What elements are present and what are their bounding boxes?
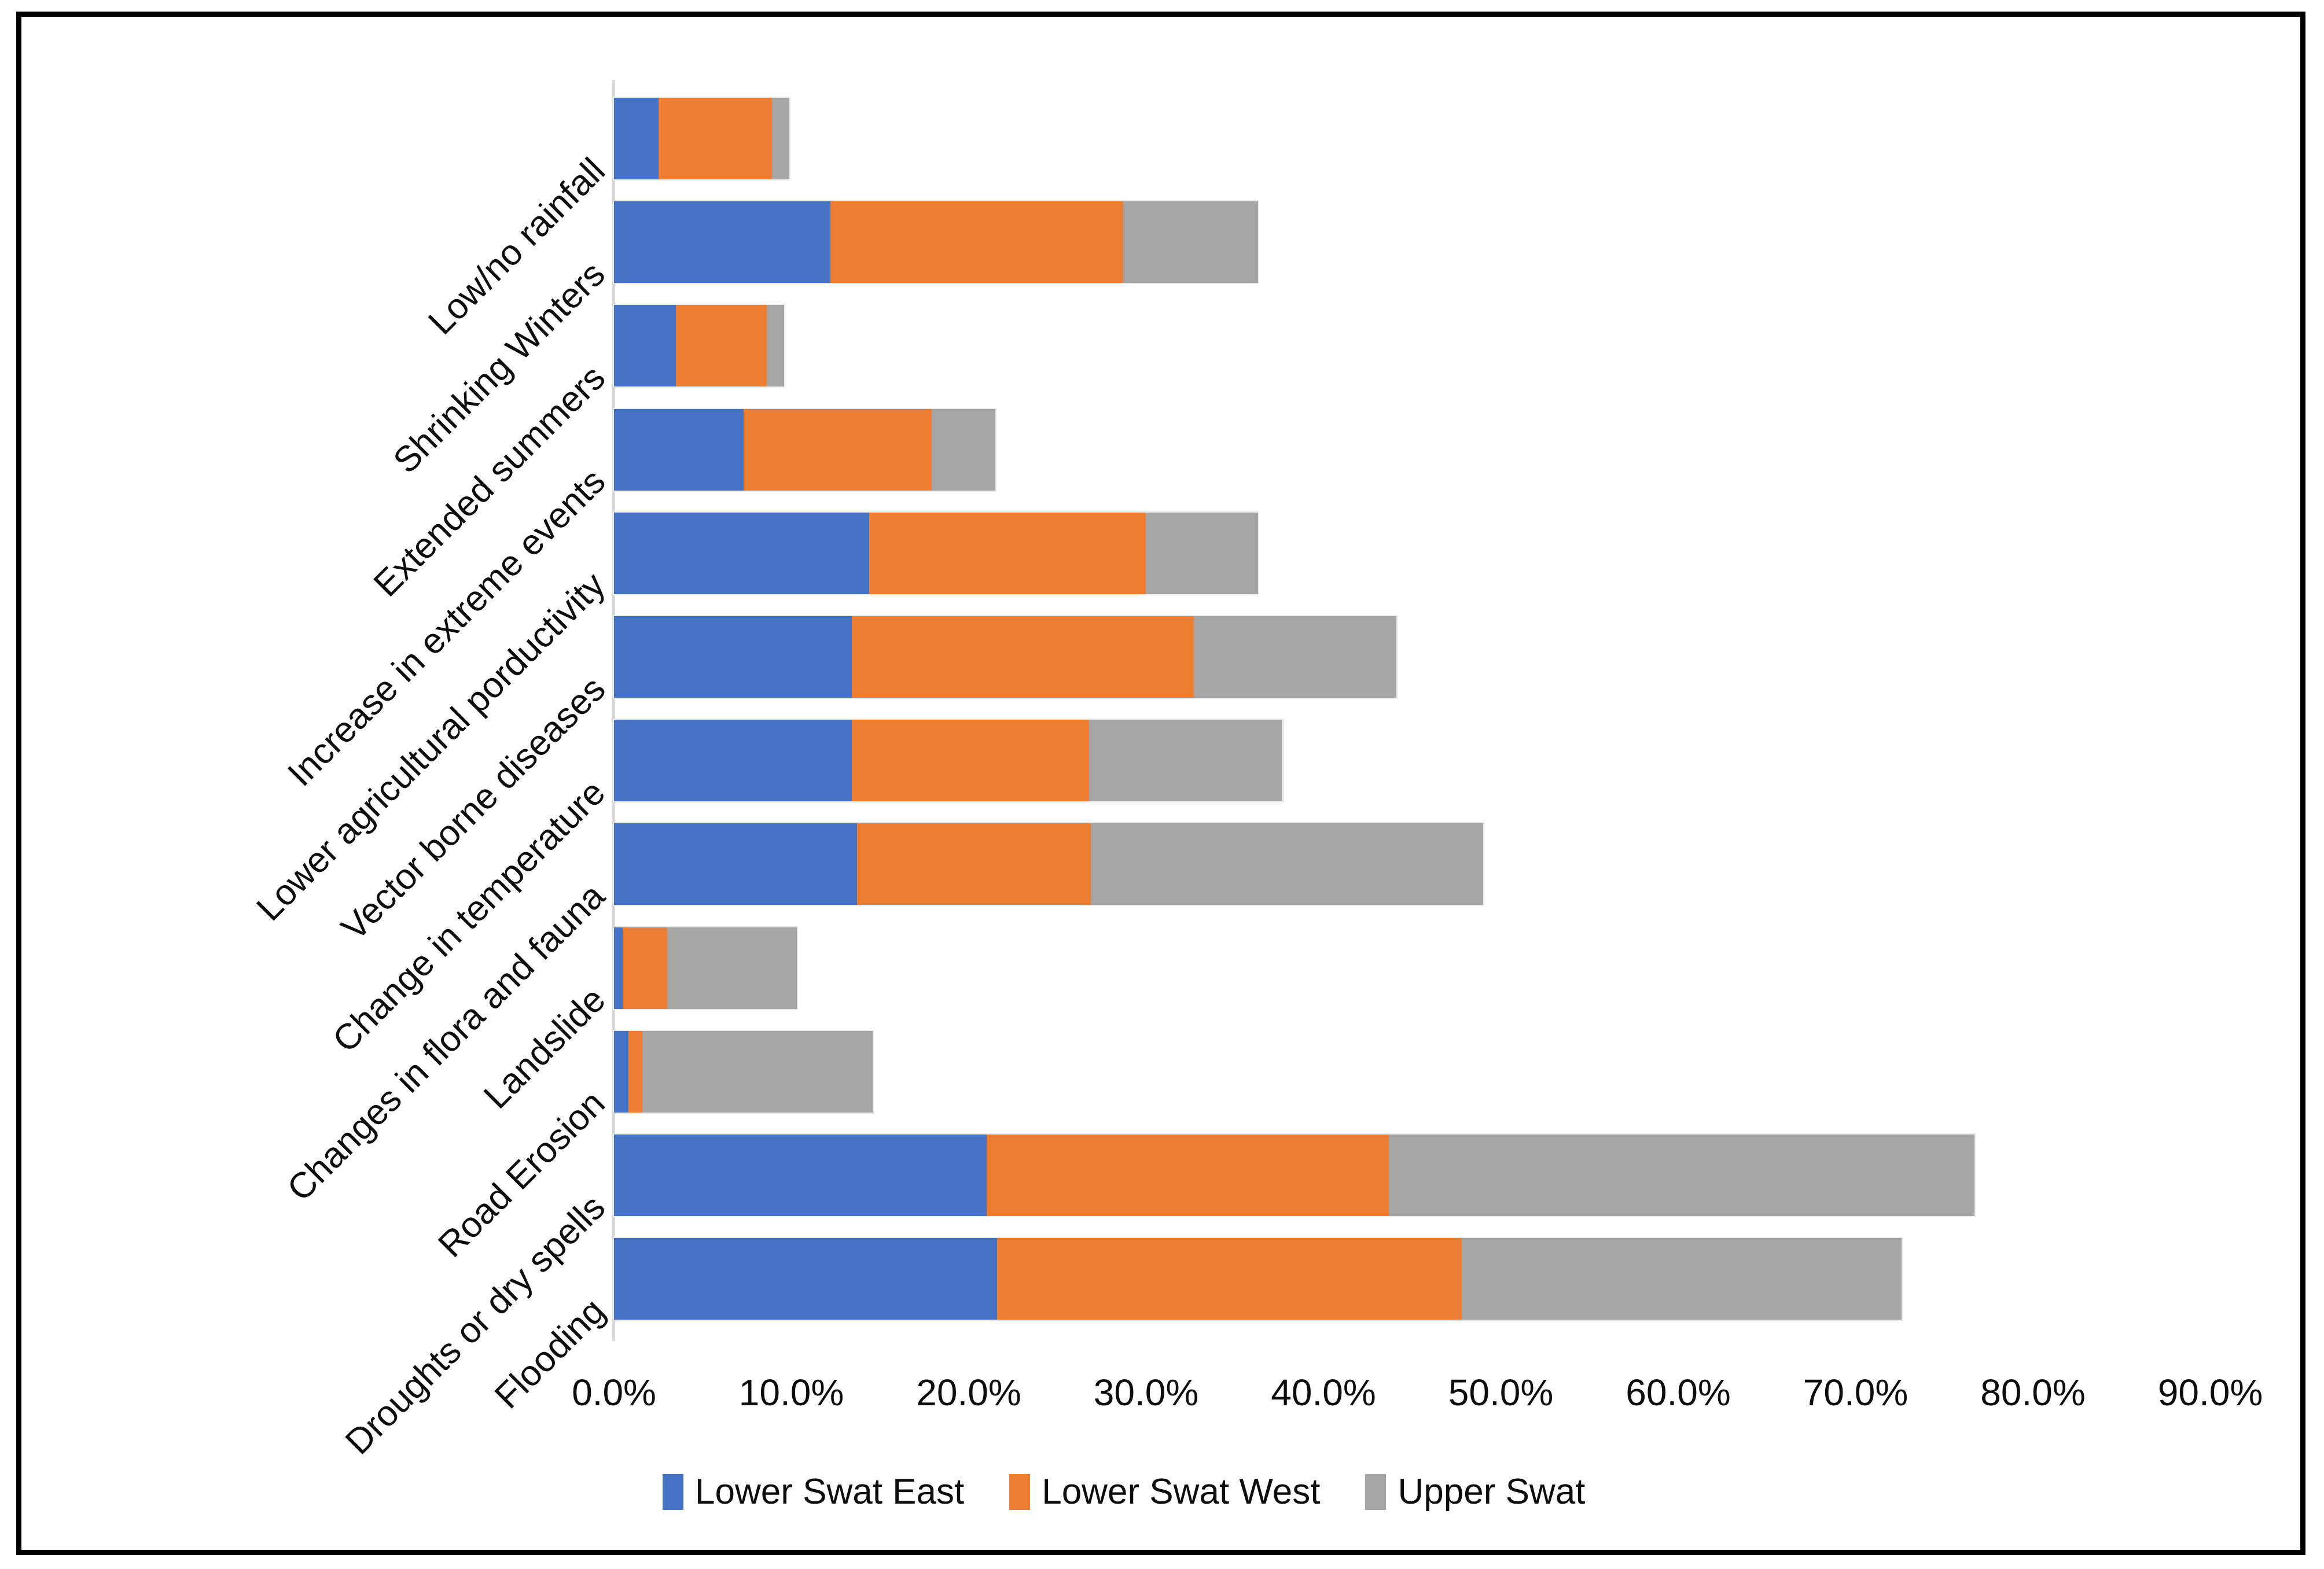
legend-item: Upper Swat	[1365, 1474, 1585, 1510]
bar-segment-lower-swat-west	[658, 98, 772, 179]
legend-label: Upper Swat	[1398, 1472, 1586, 1512]
bar-segment-lower-swat-east	[614, 201, 830, 283]
bar-segment-upper-swat	[1389, 1135, 1974, 1216]
bar-row	[613, 719, 1284, 803]
bar-row	[613, 615, 1398, 699]
x-axis-tick-label: 50.0%	[1448, 1372, 1554, 1413]
bar-segment-lower-swat-east	[614, 305, 676, 387]
bar-segment-lower-swat-east	[614, 408, 744, 491]
bar-row	[613, 822, 1484, 907]
bar-segment-lower-swat-east	[614, 512, 870, 594]
legend-item: Lower Swat East	[663, 1474, 964, 1510]
bar-segment-lower-swat-west	[851, 616, 1194, 698]
legend-item: Lower Swat West	[1009, 1474, 1320, 1510]
bar-segment-lower-swat-east	[614, 1135, 987, 1216]
x-axis-tick-label: 10.0%	[738, 1372, 844, 1413]
x-axis-tick-label: 0.0%	[572, 1372, 656, 1413]
bar-segment-upper-swat	[766, 305, 785, 387]
bar-segment-lower-swat-west	[997, 1238, 1462, 1320]
category-label: Low/no rainfall	[421, 150, 613, 342]
bar-segment-lower-swat-east	[614, 823, 857, 905]
bar-segment-upper-swat	[1194, 616, 1396, 698]
x-axis-tick-label: 30.0%	[1093, 1372, 1199, 1413]
y-axis-line	[612, 80, 615, 1341]
bar-row	[613, 511, 1259, 595]
bar-segment-upper-swat	[1089, 720, 1283, 802]
legend-swatch-icon	[1009, 1474, 1031, 1510]
bar-segment-upper-swat	[1146, 512, 1258, 594]
bar-segment-upper-swat	[1462, 1238, 1902, 1320]
bar-segment-lower-swat-west	[743, 408, 932, 491]
legend-label: Lower Swat East	[695, 1472, 965, 1512]
bar-row	[613, 926, 798, 1010]
bar-segment-lower-swat-east	[614, 720, 852, 802]
bar-segment-lower-swat-east	[614, 927, 623, 1009]
bar-segment-lower-swat-west	[869, 512, 1146, 594]
bar-segment-lower-swat-east	[614, 98, 659, 179]
legend-swatch-icon	[663, 1474, 683, 1510]
x-axis-tick-label: 60.0%	[1626, 1372, 1731, 1413]
legend: Lower Swat East Lower Swat West Upper Swat	[663, 1474, 1585, 1510]
bar-segment-lower-swat-east	[614, 1030, 628, 1113]
bar-segment-upper-swat	[667, 927, 797, 1009]
bar-segment-lower-swat-west	[856, 823, 1091, 905]
bar-row	[612, 1237, 1903, 1321]
bar-segment-lower-swat-west	[830, 201, 1123, 283]
bar-segment-upper-swat	[642, 1030, 873, 1113]
bar-segment-lower-swat-west	[628, 1030, 643, 1113]
bar-segment-upper-swat	[931, 408, 995, 491]
bar-row	[612, 97, 791, 181]
bar-row	[613, 1133, 1976, 1217]
bar-segment-lower-swat-east	[614, 616, 852, 698]
bar-row	[612, 304, 786, 388]
legend-label: Lower Swat West	[1042, 1472, 1321, 1512]
bar-segment-upper-swat	[1091, 823, 1483, 905]
bar-segment-lower-swat-west	[676, 305, 767, 387]
x-axis-tick-label: 80.0%	[1980, 1372, 2086, 1413]
bar-segment-lower-swat-west	[851, 720, 1090, 802]
x-axis-tick-label: 70.0%	[1803, 1372, 1909, 1413]
x-axis-tick-label: 40.0%	[1271, 1372, 1376, 1413]
bar-row	[613, 200, 1259, 285]
bar-segment-lower-swat-west	[623, 927, 667, 1009]
x-axis-tick-label: 20.0%	[916, 1372, 1021, 1413]
chart-frame: Low/no rainfall Shrinking Winters Extended…	[16, 12, 2305, 1555]
legend-swatch-icon	[1365, 1474, 1387, 1510]
x-axis-tick-label: 90.0%	[2157, 1372, 2263, 1413]
bar-segment-lower-swat-east	[614, 1238, 998, 1320]
bar-segment-lower-swat-west	[986, 1135, 1389, 1216]
bar-segment-upper-swat	[771, 98, 790, 179]
bar-segment-upper-swat	[1123, 201, 1258, 283]
bar-row	[613, 407, 996, 492]
bar-row	[612, 1029, 874, 1114]
